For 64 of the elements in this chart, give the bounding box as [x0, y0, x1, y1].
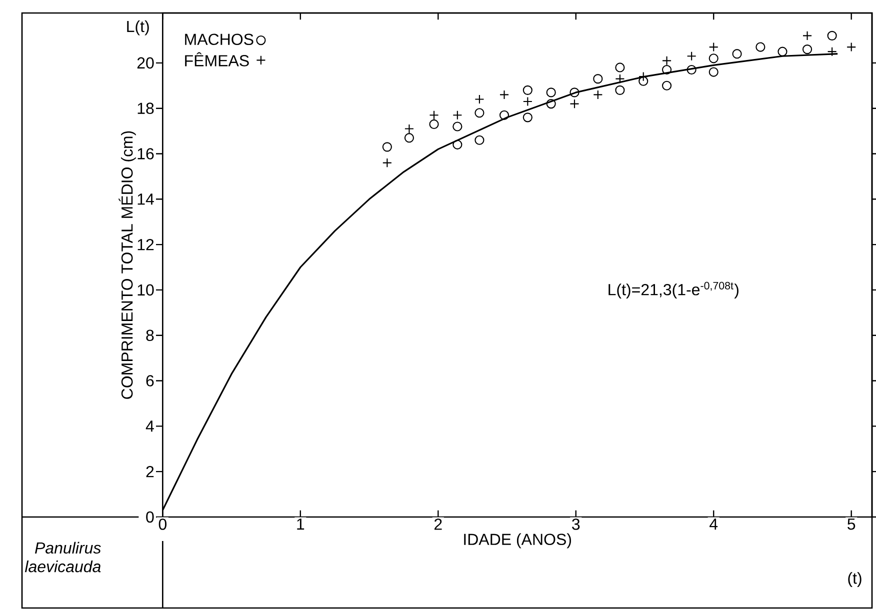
y-tick-label: 6 — [146, 375, 154, 386]
point — [452, 110, 462, 120]
point — [708, 54, 718, 64]
point — [708, 42, 718, 52]
point — [615, 62, 625, 72]
x-tick-label: 3 — [572, 518, 580, 530]
point — [638, 76, 648, 86]
y-tick-label: 20 — [137, 57, 154, 69]
y-axis-title: COMPRIMENTO TOTAL MÉDIO (cm) — [118, 131, 136, 399]
legend-label: FÊMEAS — [185, 52, 249, 66]
text: L(t) — [127, 20, 149, 36]
text: (t) — [848, 572, 862, 587]
point — [522, 112, 532, 122]
point — [593, 90, 603, 100]
point — [686, 64, 696, 75]
point — [827, 30, 837, 40]
x-tick-label: 2 — [434, 518, 442, 530]
point — [429, 110, 439, 120]
point — [452, 140, 462, 150]
y-tick-label: 8 — [146, 330, 154, 342]
y-tick-label: 14 — [138, 194, 154, 205]
legend-label: MACHOS — [185, 34, 254, 46]
y-tick-label: 16 — [138, 148, 154, 160]
point — [662, 80, 672, 90]
y-tick-label: 18 — [138, 102, 154, 114]
point — [522, 85, 532, 95]
point — [546, 98, 556, 109]
x-axis-title: IDADE (ANOS) — [464, 533, 571, 548]
point — [570, 98, 580, 109]
annotation: L(t)=21,3(1-e$^{-0,708t}$) — [608, 282, 738, 298]
point — [662, 56, 672, 66]
point — [778, 46, 788, 56]
point — [802, 44, 812, 54]
point — [452, 122, 462, 132]
point — [846, 42, 856, 52]
point — [756, 42, 766, 52]
point — [404, 124, 414, 134]
point — [382, 142, 392, 152]
point — [546, 88, 556, 98]
point — [802, 30, 812, 40]
y-tick-label: 2 — [146, 466, 154, 478]
x-tick-label: 5 — [848, 518, 856, 530]
point — [474, 135, 484, 145]
x-tick-label: 1 — [297, 518, 304, 530]
point — [732, 49, 742, 59]
point — [593, 74, 603, 84]
point — [686, 51, 696, 61]
point — [474, 94, 484, 104]
point — [474, 108, 484, 118]
y-tick-label: 10 — [138, 284, 154, 296]
point — [404, 133, 414, 143]
y-tick-label: 4 — [146, 420, 154, 432]
x-tick-label: 4 — [710, 518, 718, 530]
y-tick-label: 12 — [138, 238, 154, 250]
point — [615, 85, 625, 95]
point — [429, 119, 439, 130]
point — [662, 64, 672, 75]
point — [499, 90, 510, 100]
point — [570, 88, 580, 98]
point — [708, 67, 718, 77]
text: Panulirus laevicauda — [24, 542, 101, 572]
x-tick-label: 0 — [158, 518, 166, 530]
point — [382, 158, 392, 168]
point — [499, 110, 510, 120]
